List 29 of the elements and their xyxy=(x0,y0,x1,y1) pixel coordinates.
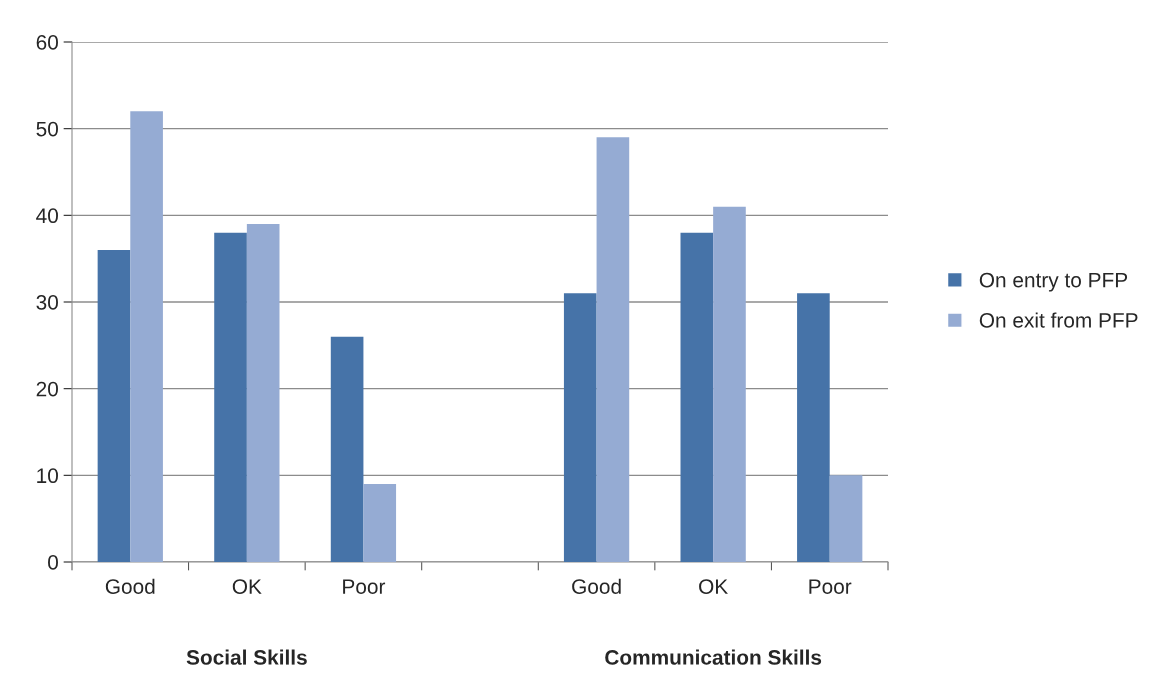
x-tick-label: Poor xyxy=(809,579,852,594)
y-tick-label: 30 xyxy=(36,295,58,310)
y-tick-label: 50 xyxy=(36,121,58,137)
bar xyxy=(214,232,247,562)
bar xyxy=(130,111,163,562)
x-tick-label: OK xyxy=(232,579,262,594)
bar xyxy=(563,293,597,562)
bar xyxy=(797,293,830,562)
x-tick-label: Poor xyxy=(343,579,386,594)
x-tick-label: Good xyxy=(572,578,621,594)
y-tick-label: 40 xyxy=(36,208,58,224)
bar xyxy=(680,232,714,562)
legend-label: On entry to PFP xyxy=(979,272,1128,292)
y-tick-label: 60 xyxy=(36,35,58,50)
bar xyxy=(596,137,630,562)
bar xyxy=(713,206,746,562)
text: Communication Skills xyxy=(605,649,822,665)
bar xyxy=(829,475,863,562)
y-tick-label: 10 xyxy=(37,468,58,484)
bar xyxy=(330,336,364,562)
bar xyxy=(363,484,397,562)
x-tick-label: Good xyxy=(105,578,155,594)
bar xyxy=(97,250,131,562)
bar xyxy=(246,224,280,562)
legend-label: On exit from PFP xyxy=(979,312,1138,328)
y-tick-label: 20 xyxy=(36,381,58,397)
y-tick-label: 0 xyxy=(48,555,58,570)
text: Social Skills xyxy=(186,649,307,665)
x-tick-label: OK xyxy=(699,579,728,594)
